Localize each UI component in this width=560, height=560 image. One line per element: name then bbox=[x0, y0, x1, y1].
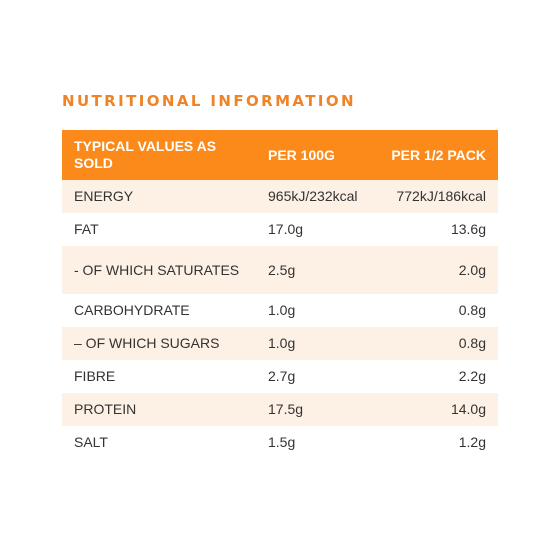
row-value-per-half-pack: 14.0g bbox=[450, 401, 486, 417]
header-per-100g: PER 100G bbox=[256, 130, 377, 180]
row-value-per-half-pack: 2.0g bbox=[458, 261, 486, 278]
table-row-energy: ENERGY 965kJ/232kcal 772kJ/186kcal bbox=[62, 180, 498, 213]
table-row-carbohydrate: CARBOHYDRATE 1.0g 0.8g bbox=[62, 294, 498, 327]
table-header-row: TYPICAL VALUES AS SOLD PER 100G PER 1/2 … bbox=[62, 130, 498, 180]
row-label: SALT bbox=[74, 434, 108, 450]
row-value-per-half-pack: 772kJ/186kcal bbox=[396, 188, 486, 204]
row-value-per-100g: 17.5g bbox=[268, 401, 304, 417]
section-title: NUTRITIONAL INFORMATION bbox=[62, 92, 356, 110]
header-per-half-pack: PER 1/2 PACK bbox=[377, 130, 498, 180]
table-row-fat: FAT 17.0g 13.6g bbox=[62, 213, 498, 246]
row-label: – OF WHICH SUGARS bbox=[74, 335, 220, 351]
row-value-per-half-pack: 1.2g bbox=[458, 434, 486, 450]
row-label: ENERGY bbox=[74, 188, 134, 204]
row-value-per-half-pack: 0.8g bbox=[458, 302, 486, 318]
row-value-per-half-pack: 0.8g bbox=[458, 335, 486, 351]
row-value-per-100g: 1.5g bbox=[268, 434, 296, 450]
row-value-per-100g: 1.0g bbox=[268, 335, 296, 351]
table-row-saturates: - OF WHICH SATURATES 2.5g 2.0g bbox=[62, 246, 498, 294]
row-value-per-100g: 17.0g bbox=[268, 221, 304, 237]
row-value-per-half-pack: 13.6g bbox=[450, 221, 486, 237]
table-row-salt: SALT 1.5g 1.2g bbox=[62, 426, 498, 459]
nutrition-table: TYPICAL VALUES AS SOLD PER 100G PER 1/2 … bbox=[62, 130, 498, 459]
table-row-sugars: – OF WHICH SUGARS 1.0g 0.8g bbox=[62, 327, 498, 360]
row-value-per-100g: 965kJ/232kcal bbox=[268, 188, 358, 204]
row-value-per-half-pack: 2.2g bbox=[458, 368, 486, 384]
row-value-per-100g: 1.0g bbox=[268, 302, 296, 318]
row-label: FIBRE bbox=[74, 368, 116, 384]
row-label: - OF WHICH SATURATES bbox=[74, 261, 240, 278]
table-row-fibre: FIBRE 2.7g 2.2g bbox=[62, 360, 498, 393]
row-value-per-100g: 2.7g bbox=[268, 368, 296, 384]
row-label: FAT bbox=[74, 221, 99, 237]
row-value-per-100g: 2.5g bbox=[268, 261, 296, 278]
row-label: CARBOHYDRATE bbox=[74, 302, 190, 318]
header-typical-values: TYPICAL VALUES AS SOLD bbox=[62, 130, 256, 180]
row-label: PROTEIN bbox=[74, 401, 137, 417]
table-row-protein: PROTEIN 17.5g 14.0g bbox=[62, 393, 498, 426]
